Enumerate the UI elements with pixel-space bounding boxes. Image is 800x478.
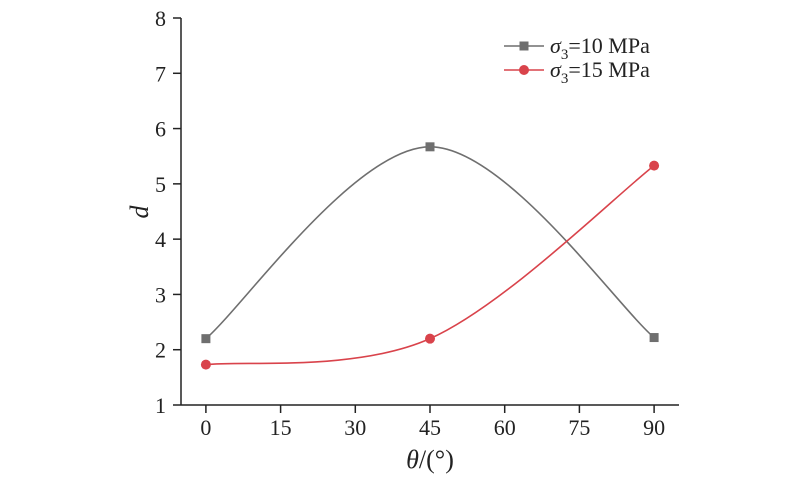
x-ticks: 0 15 30 45 60 75 90 <box>200 405 665 440</box>
legend-label-value: =15 MPa <box>568 57 650 82</box>
x-tick-label: 0 <box>200 415 211 440</box>
legend-marker <box>519 65 529 75</box>
legend-label-value: =10 MPa <box>568 33 650 58</box>
legend-label-symbol: σ <box>550 33 562 58</box>
data-point <box>201 334 211 344</box>
y-tick-label: 7 <box>155 61 166 86</box>
y-tick-label: 1 <box>155 393 166 418</box>
x-tick-label: 60 <box>494 415 516 440</box>
legend-label: σ3=10 MPa <box>550 33 650 63</box>
x-axis-title: θ/(°) <box>406 445 454 474</box>
data-point <box>425 142 435 152</box>
x-tick-label: 75 <box>568 415 590 440</box>
y-tick-label: 6 <box>155 117 166 142</box>
y-axis-title: d <box>125 205 154 219</box>
x-tick-label: 30 <box>344 415 366 440</box>
data-point <box>649 160 660 171</box>
legend-label-subscript: 3 <box>561 47 569 63</box>
x-axis-title-unit: /(°) <box>419 445 454 474</box>
y-tick-label: 4 <box>155 227 166 252</box>
x-tick-label: 45 <box>419 415 441 440</box>
y-tick-label: 5 <box>155 172 166 197</box>
series-2 <box>200 160 660 370</box>
x-tick-label: 15 <box>270 415 292 440</box>
y-tick-label: 2 <box>155 338 166 363</box>
legend-label-symbol: σ <box>550 57 562 82</box>
series-1-line <box>205 146 655 340</box>
y-tick-label: 3 <box>155 282 166 307</box>
legend-marker <box>519 41 529 51</box>
data-point <box>425 333 435 344</box>
y-tick-label: 8 <box>155 6 166 31</box>
data-point <box>200 359 211 370</box>
series-layer <box>200 142 660 370</box>
legend-label-subscript: 3 <box>561 71 569 87</box>
x-axis-title-symbol: θ <box>406 445 419 474</box>
data-point <box>649 333 659 343</box>
y-ticks: 1 2 3 4 5 6 7 8 <box>155 6 181 418</box>
x-tick-label: 90 <box>643 415 665 440</box>
legend-label: σ3=15 MPa <box>550 57 650 87</box>
series-1 <box>201 142 659 344</box>
